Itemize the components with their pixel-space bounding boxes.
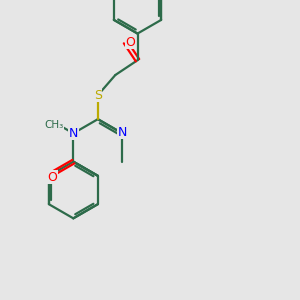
Text: CH₃: CH₃: [45, 120, 64, 130]
Text: O: O: [126, 36, 135, 49]
Text: N: N: [118, 126, 127, 139]
Text: S: S: [94, 89, 102, 102]
Text: N: N: [69, 127, 78, 140]
Text: O: O: [48, 170, 58, 184]
